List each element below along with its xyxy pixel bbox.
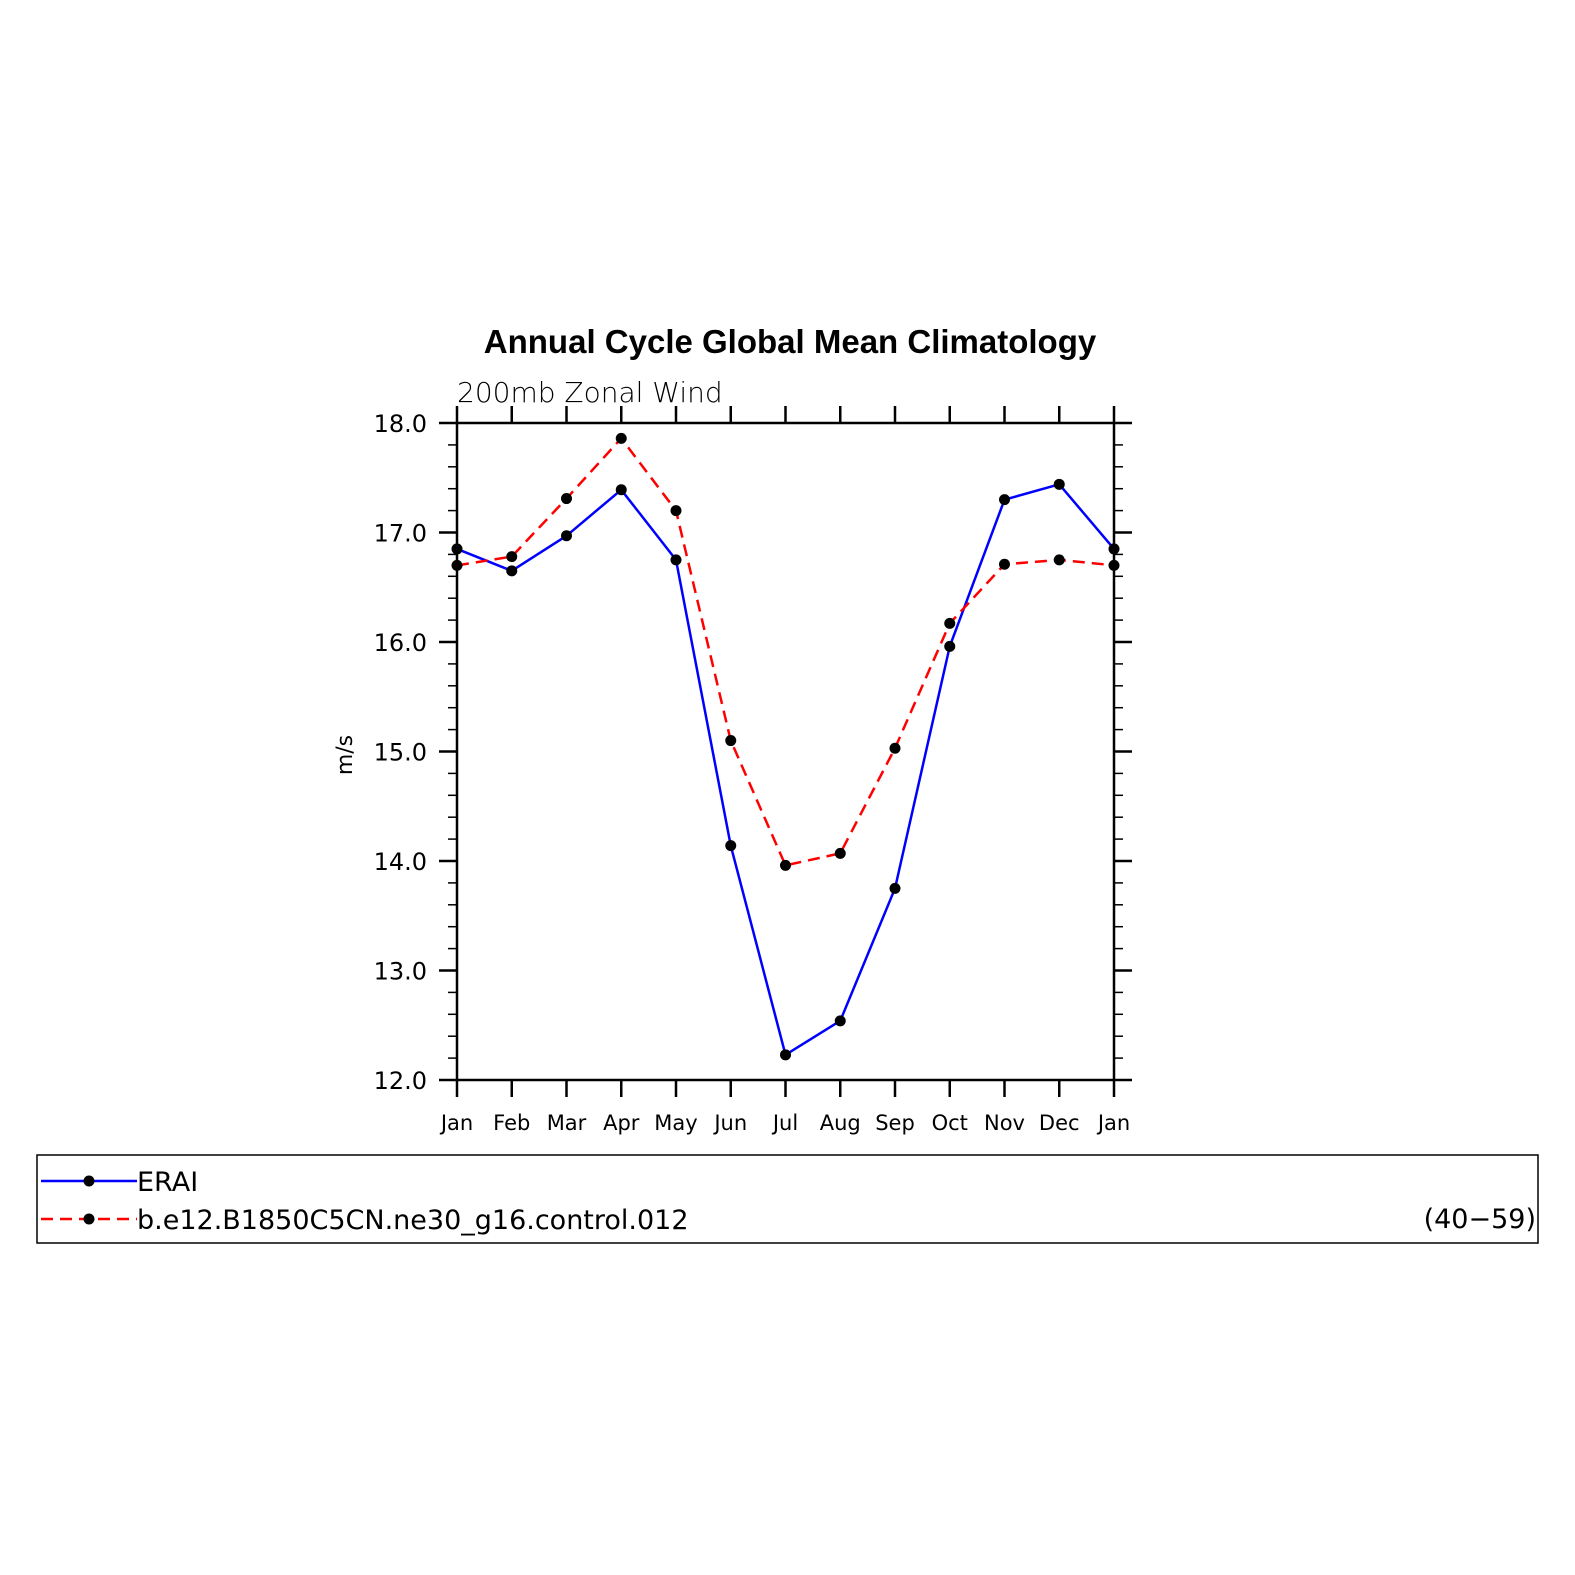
data-point-erai bbox=[561, 530, 572, 542]
legend-box bbox=[36, 1154, 1539, 1244]
data-point-erai bbox=[780, 1049, 791, 1061]
data-point-model bbox=[1108, 559, 1120, 571]
x-tick-label: Oct bbox=[932, 1111, 968, 1135]
legend-marker-erai bbox=[83, 1175, 95, 1187]
legend-note: (40−59) bbox=[1424, 1204, 1536, 1235]
x-tick-label: Jan bbox=[1096, 1111, 1130, 1135]
data-point-erai bbox=[506, 565, 518, 577]
x-tick-label: Apr bbox=[603, 1111, 640, 1135]
data-point-erai bbox=[725, 840, 737, 852]
series-line-model bbox=[456, 437, 1115, 867]
y-axis-ticks: 12.0 13.0 14.0 15.0 16.0 17.0 18.0 bbox=[374, 410, 1132, 1095]
x-tick-label: Sep bbox=[875, 1111, 915, 1135]
y-tick-label: 15.0 bbox=[374, 739, 427, 767]
y-tick-label: 18.0 bbox=[374, 410, 427, 438]
data-point-erai bbox=[834, 1015, 846, 1027]
data-point-model bbox=[561, 493, 572, 505]
x-tick-label: Mar bbox=[547, 1111, 587, 1135]
y-tick-label: 16.0 bbox=[374, 629, 427, 657]
chart-title: Annual Cycle Global Mean Climatology bbox=[484, 323, 1097, 360]
legend-label-model: b.e12.B1850C5CN.ne30_g16.control.012 bbox=[137, 1205, 689, 1236]
x-tick-label: Jan bbox=[439, 1111, 473, 1135]
x-axis-ticks: Jan Feb Mar Apr May Jun Jul Aug Sep Oct Nov Dec Jan bbox=[439, 406, 1130, 1135]
legend: ERAI b.e12.B1850C5CN.ne30_g16.control.012… bbox=[36, 1154, 1539, 1244]
y-tick-label: 17.0 bbox=[374, 520, 427, 548]
data-point-model bbox=[506, 551, 518, 563]
data-point-erai bbox=[670, 554, 682, 566]
x-tick-label: Aug bbox=[820, 1111, 861, 1135]
data-point-model bbox=[780, 859, 791, 871]
plot-frame bbox=[455, 421, 1116, 1082]
data-point-model bbox=[451, 559, 463, 571]
data-point-model bbox=[889, 742, 901, 754]
data-point-model bbox=[1053, 554, 1065, 566]
x-tick-label: Jul bbox=[771, 1111, 798, 1135]
data-point-model bbox=[944, 617, 956, 629]
data-point-erai bbox=[451, 543, 463, 555]
x-tick-label: Jun bbox=[712, 1111, 747, 1135]
data-point-erai bbox=[1108, 543, 1120, 555]
y-tick-label: 12.0 bbox=[374, 1067, 427, 1095]
x-tick-label: Feb bbox=[493, 1111, 530, 1135]
data-point-model bbox=[834, 847, 846, 859]
data-point-erai bbox=[615, 484, 627, 496]
data-point-erai bbox=[1053, 478, 1065, 490]
series-line-erai bbox=[456, 483, 1115, 1057]
data-point-erai bbox=[999, 494, 1010, 506]
data-point-model bbox=[999, 558, 1010, 570]
x-tick-label: Nov bbox=[984, 1111, 1025, 1135]
data-point-erai bbox=[889, 882, 901, 894]
y-axis-label: m/s bbox=[333, 735, 358, 775]
data-point-model bbox=[615, 432, 627, 444]
plot-axes bbox=[455, 421, 1116, 1082]
data-point-model bbox=[670, 505, 682, 517]
y-tick-label: 14.0 bbox=[374, 848, 427, 876]
x-tick-label: May bbox=[654, 1111, 697, 1135]
legend-label-erai: ERAI bbox=[137, 1167, 198, 1198]
y-tick-label: 13.0 bbox=[374, 958, 427, 986]
data-point-erai bbox=[944, 640, 956, 652]
x-tick-label: Dec bbox=[1039, 1111, 1080, 1135]
chart-subtitle: 200mb Zonal Wind bbox=[457, 376, 723, 409]
data-point-model bbox=[725, 735, 737, 747]
legend-marker-model bbox=[83, 1213, 95, 1225]
series-layer bbox=[451, 432, 1120, 1061]
